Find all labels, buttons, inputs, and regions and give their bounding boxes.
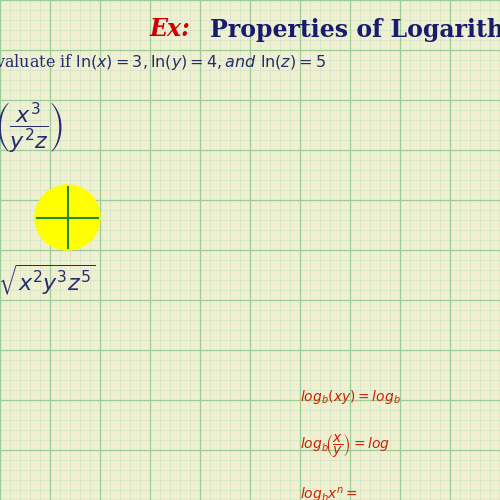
Text: $\mathrm{l}\!\!\!\!\!\!\!\!\;\;n\!\left(\dfrac{x^3}{y^2 z}\right)$: $\mathrm{l}\!\!\!\!\!\!\!\!\;\;n\!\left(…: [0, 100, 62, 156]
Text: valuate if $\ln(x) = 3, \ln(y) = 4, \mathit{and}\ \ln(z) = 5$: valuate if $\ln(x) = 3, \ln(y) = 4, \mat…: [0, 52, 326, 72]
Circle shape: [35, 185, 100, 250]
Text: $\mathit{log}_b\!\left(\dfrac{x}{y}\right) = \mathit{log}$: $\mathit{log}_b\!\left(\dfrac{x}{y}\righ…: [300, 432, 390, 460]
Text: Properties of Logarithms: Properties of Logarithms: [210, 18, 500, 42]
Text: $\mathit{log}_b x^n = $: $\mathit{log}_b x^n = $: [300, 486, 358, 500]
Text: Ex:: Ex:: [150, 18, 191, 42]
Text: $\mathit{log}_b(xy) = \mathit{log}_b$: $\mathit{log}_b(xy) = \mathit{log}_b$: [300, 388, 401, 406]
Text: $\mathrm{l}\!\!\!\!\!\!\!\!\;\;n\sqrt{x^2 y^3 z^5}$: $\mathrm{l}\!\!\!\!\!\!\!\!\;\;n\sqrt{x^…: [0, 262, 96, 298]
